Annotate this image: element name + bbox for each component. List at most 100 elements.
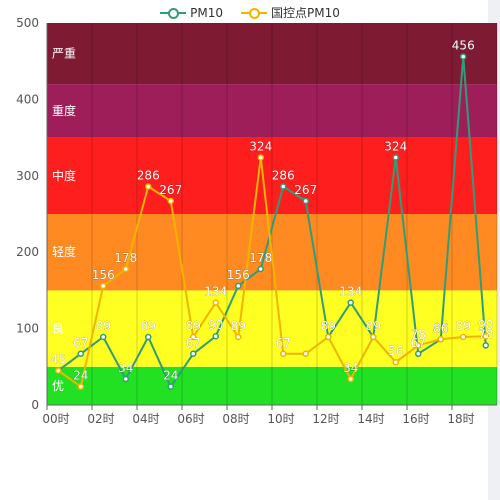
x-tick-label: 00时 <box>42 412 69 426</box>
data-label: 67 <box>186 336 201 350</box>
data-point <box>212 332 219 340</box>
x-tick-label: 18时 <box>447 412 474 426</box>
legend-swatch-pm10 <box>160 7 187 19</box>
data-label: 89 <box>141 319 156 333</box>
x-tick-label: 10时 <box>267 412 294 426</box>
data-label: 267 <box>294 183 317 197</box>
data-label: 89 <box>96 319 111 333</box>
data-label: 324 <box>384 139 407 153</box>
data-point <box>415 350 422 358</box>
series-line <box>57 56 487 389</box>
data-label: 86 <box>433 321 448 335</box>
data-point <box>415 342 422 349</box>
data-point <box>145 183 152 190</box>
data-point <box>347 375 354 383</box>
data-point <box>190 350 197 358</box>
chart-legend: PM10 国控点PM10 <box>0 4 500 21</box>
y-tick-label: 400 <box>16 92 39 106</box>
data-point <box>392 358 399 366</box>
data-label: 134 <box>204 285 227 299</box>
aqi-band-label: 中度 <box>52 168 76 183</box>
data-label: 156 <box>227 268 250 282</box>
aqi-band-label: 严重 <box>52 47 76 61</box>
data-point <box>100 333 107 341</box>
y-tick-label: 0 <box>31 398 39 412</box>
data-point <box>122 375 129 383</box>
data-point <box>77 383 84 390</box>
data-label: 456 <box>452 39 475 53</box>
legend-item-pm10[interactable]: PM10 <box>160 4 223 21</box>
aqi-band <box>47 23 497 85</box>
aqi-band <box>47 290 497 367</box>
data-label: 89 <box>186 319 201 333</box>
data-label: 24 <box>163 369 178 383</box>
data-label: 67 <box>411 336 426 350</box>
data-label: 34 <box>118 361 133 375</box>
x-tick-label: 14时 <box>357 412 384 426</box>
x-tick-label: 02时 <box>87 412 114 426</box>
data-label: 89 <box>321 319 336 333</box>
legend-label-national-pm10: 国控点PM10 <box>270 6 340 20</box>
data-point <box>302 350 309 358</box>
x-tick-label: 12时 <box>312 412 339 426</box>
aqi-band-label: 轻度 <box>52 244 76 259</box>
data-label: 24 <box>73 369 88 383</box>
data-label: 67 <box>73 336 88 350</box>
legend-swatch-national-pm10 <box>240 7 267 19</box>
data-point <box>145 333 152 341</box>
data-point <box>482 332 489 340</box>
data-label: 45 <box>51 353 66 367</box>
data-label: 90 <box>478 318 493 332</box>
aqi-band-label: 重度 <box>52 103 76 118</box>
data-point <box>190 333 197 341</box>
data-point <box>100 282 107 290</box>
data-point <box>257 154 264 161</box>
data-point <box>460 333 467 341</box>
data-point <box>437 336 444 343</box>
x-tick-label: 08时 <box>222 412 249 426</box>
data-label: 56 <box>388 344 403 358</box>
series-1 <box>55 154 489 390</box>
aqi-band-label: 优 <box>52 379 64 393</box>
y-axis-ticks: 0 100 200 300 400 500 <box>16 16 39 412</box>
aqi-bands <box>47 23 497 405</box>
legend-label-pm10: PM10 <box>190 5 223 20</box>
aqi-band <box>47 137 497 214</box>
data-label: 178 <box>249 251 272 265</box>
data-label: 89 <box>456 319 471 333</box>
data-label: 178 <box>114 251 137 265</box>
data-label: 267 <box>159 183 182 197</box>
legend-item-national-pm10[interactable]: 国控点PM10 <box>240 4 340 21</box>
aqi-band-label: 良 <box>52 321 64 336</box>
series-line <box>57 157 486 389</box>
x-axis-ticks: 00时 02时 04时 06时 08时 10时 12时 14时 16时 18时 <box>42 405 475 426</box>
data-point <box>325 333 332 341</box>
data-label: 67 <box>276 336 291 350</box>
data-point <box>167 383 174 390</box>
data-label: 89 <box>231 319 246 333</box>
aqi-band <box>47 84 497 138</box>
data-label: 286 <box>272 168 295 182</box>
data-label: 324 <box>249 139 272 153</box>
x-tick-label: 04时 <box>132 412 159 426</box>
data-point <box>77 350 84 358</box>
x-tick-label: 16时 <box>402 412 429 426</box>
data-label: 134 <box>339 285 362 299</box>
data-label: 156 <box>92 268 115 282</box>
data-label: 89 <box>366 319 381 333</box>
data-label: 86 <box>433 321 448 335</box>
data-label: 78 <box>478 327 493 341</box>
data-point <box>347 299 354 306</box>
data-label: 286 <box>137 168 160 182</box>
data-point <box>235 282 242 290</box>
category-gridlines <box>46 23 498 405</box>
data-point <box>392 154 399 161</box>
data-point <box>280 183 287 190</box>
data-point <box>460 53 467 60</box>
x-tick-label: 06时 <box>177 412 204 426</box>
data-point <box>370 333 377 341</box>
y-tick-label: 200 <box>16 245 39 259</box>
y-tick-label: 300 <box>16 169 39 183</box>
